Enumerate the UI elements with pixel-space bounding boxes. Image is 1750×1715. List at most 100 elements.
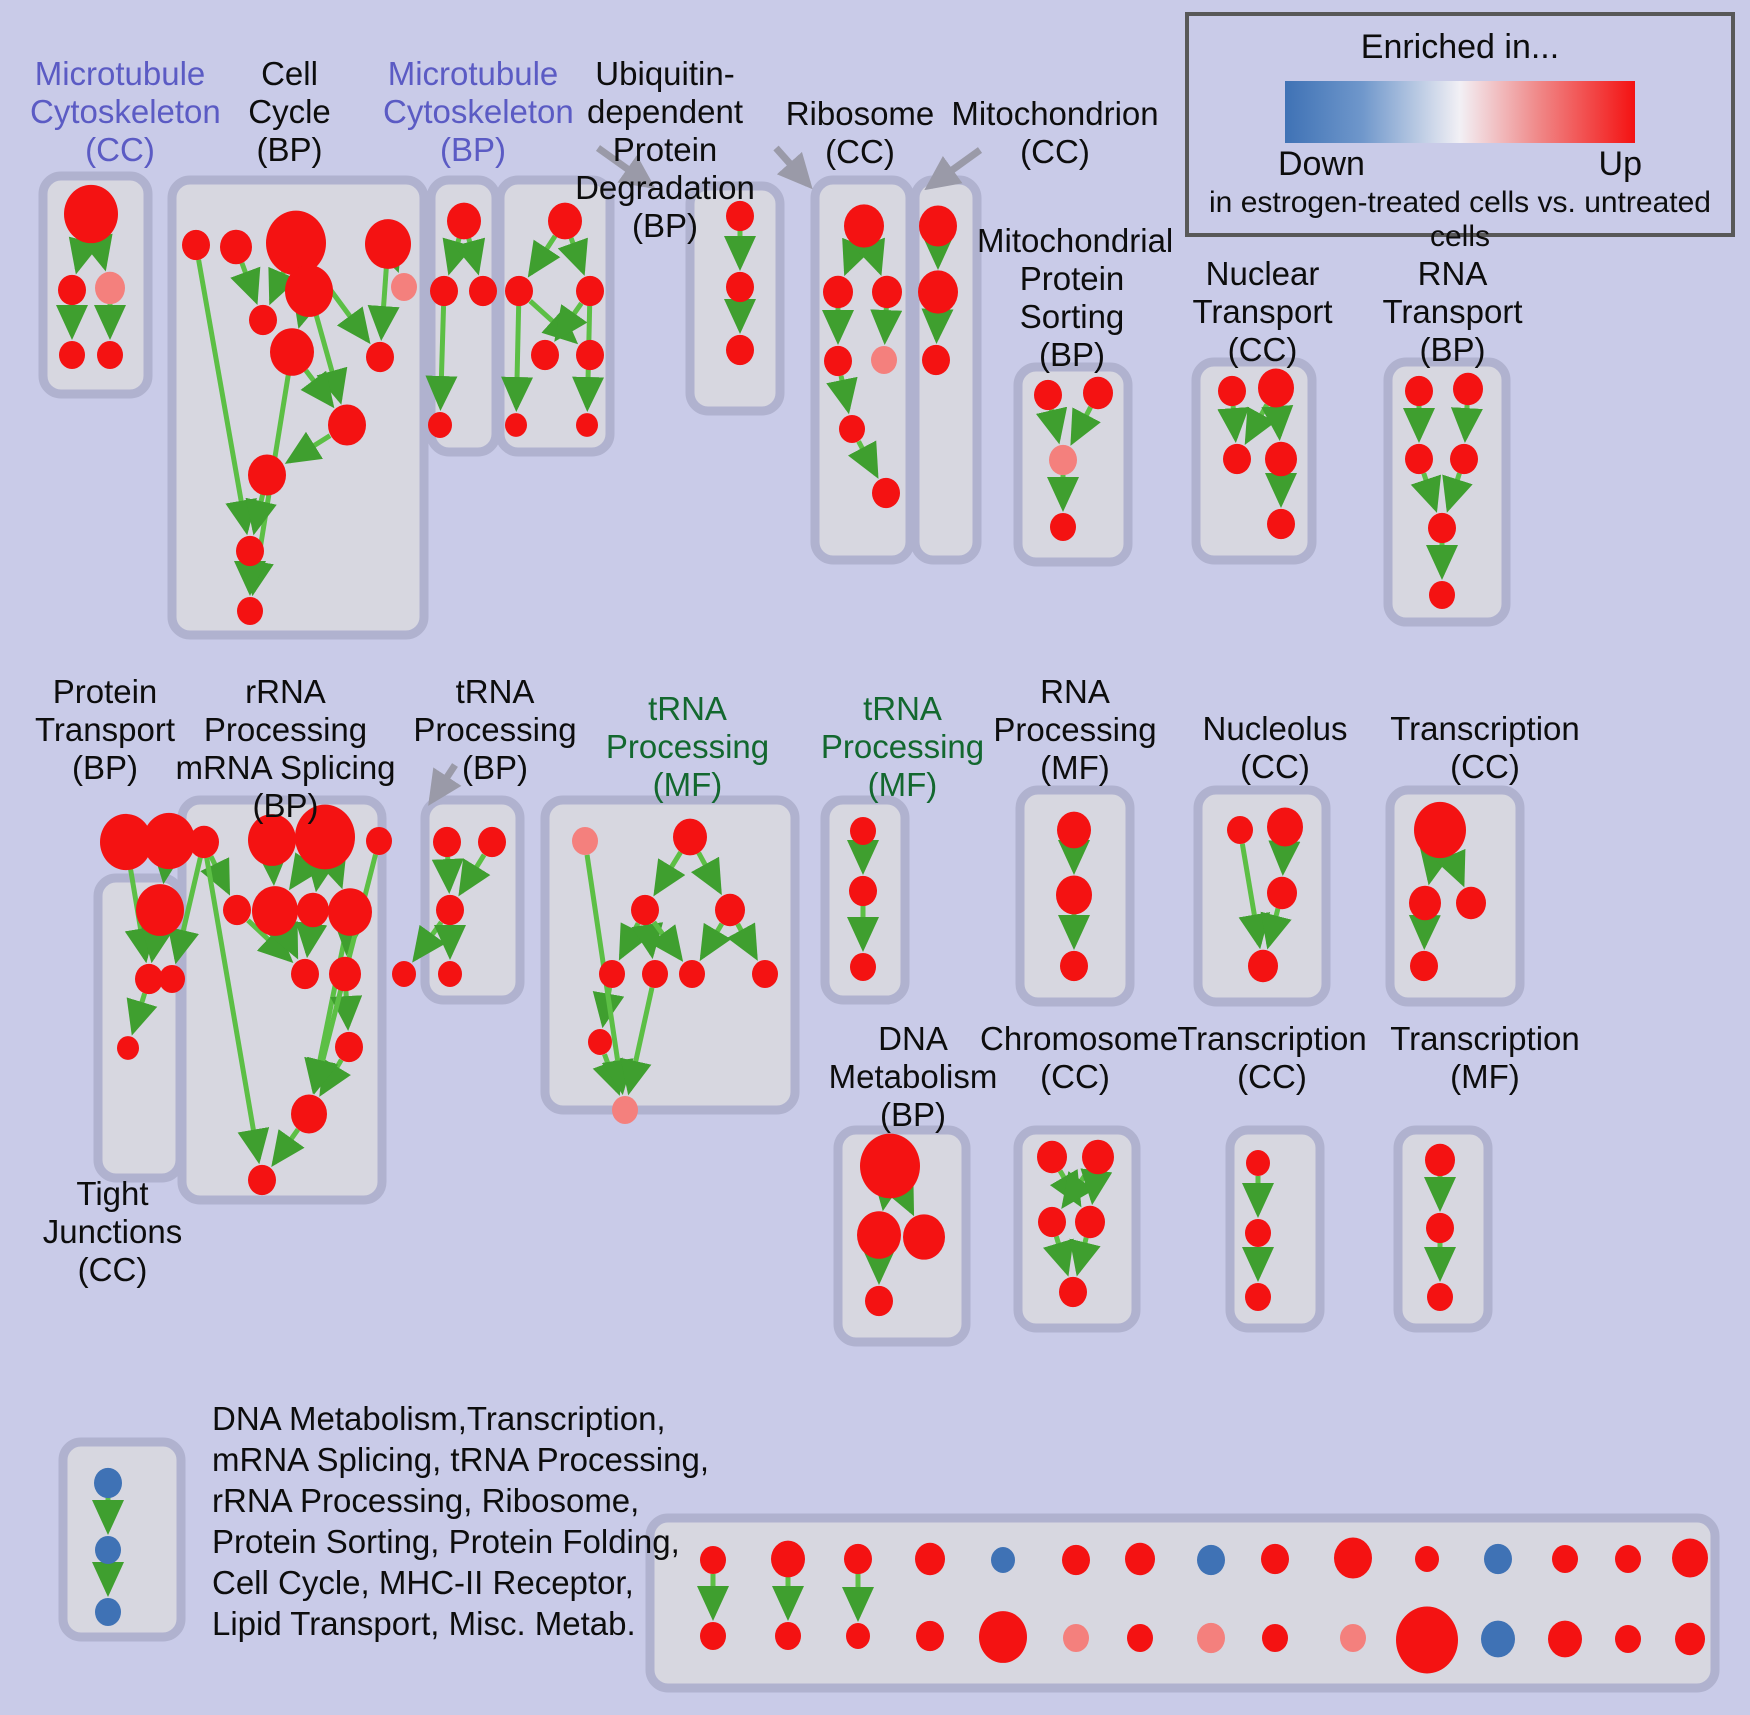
network-node[interactable] [159,964,185,994]
network-node[interactable] [599,959,625,989]
network-node[interactable] [872,477,900,509]
network-node[interactable] [1267,876,1297,910]
network-node[interactable] [478,826,506,858]
network-node[interactable] [1227,815,1253,845]
network-node[interactable] [918,270,958,314]
network-node[interactable] [1427,1282,1453,1312]
network-node[interactable] [1223,443,1251,475]
network-node[interactable] [1245,1218,1271,1248]
network-node[interactable] [223,894,251,926]
network-node[interactable] [726,271,754,303]
network-node[interactable] [95,1597,121,1627]
network-node[interactable] [715,893,745,927]
network-node[interactable] [576,413,598,437]
network-node[interactable] [1675,1622,1705,1656]
network-node[interactable] [1267,807,1303,847]
network-node[interactable] [850,952,876,982]
network-node[interactable] [771,1540,805,1578]
network-node[interactable] [576,275,604,307]
network-node[interactable] [871,345,897,375]
network-node[interactable] [220,229,252,265]
network-node[interactable] [531,339,559,371]
network-node[interactable] [100,813,152,871]
network-node[interactable] [1050,512,1076,542]
network-node[interactable] [1334,1537,1372,1579]
network-node[interactable] [392,961,416,987]
network-node[interactable] [1083,376,1113,410]
network-node[interactable] [576,339,604,371]
network-node[interactable] [916,1620,944,1652]
network-node[interactable] [182,229,210,261]
network-node[interactable] [872,275,902,309]
network-node[interactable] [1063,1623,1089,1653]
network-node[interactable] [1410,950,1438,982]
network-node[interactable] [1261,1543,1289,1575]
network-node[interactable] [97,340,123,370]
network-node[interactable] [1414,801,1466,859]
network-node[interactable] [117,1036,139,1060]
network-node[interactable] [1262,1623,1288,1653]
network-node[interactable] [775,1621,801,1651]
network-node[interactable] [1037,1140,1067,1174]
network-node[interactable] [1246,1150,1270,1176]
network-node[interactable] [248,814,296,866]
network-node[interactable] [857,1211,901,1259]
network-node[interactable] [505,275,533,307]
network-node[interactable] [58,274,86,306]
network-node[interactable] [1415,1546,1439,1572]
network-node[interactable] [469,275,497,307]
network-node[interactable] [1429,580,1455,610]
network-node[interactable] [295,804,355,870]
network-node[interactable] [1125,1542,1155,1576]
network-node[interactable] [850,816,876,846]
network-node[interactable] [1265,441,1297,477]
network-node[interactable] [428,412,452,438]
network-node[interactable] [335,1031,363,1063]
network-node[interactable] [1456,886,1486,920]
network-node[interactable] [631,894,659,926]
network-node[interactable] [1258,368,1294,408]
network-node[interactable] [1426,1212,1454,1244]
network-node[interactable] [726,200,754,232]
network-node[interactable] [846,1623,870,1649]
network-node[interactable] [979,1611,1027,1663]
network-node[interactable] [844,1543,872,1575]
network-node[interactable] [1059,1276,1087,1308]
network-node[interactable] [588,1029,612,1055]
network-node[interactable] [839,414,865,444]
network-node[interactable] [752,959,778,989]
network-node[interactable] [297,892,329,928]
network-node[interactable] [1428,512,1456,544]
network-node[interactable] [1197,1622,1225,1654]
network-node[interactable] [823,275,853,309]
network-node[interactable] [572,826,598,856]
network-node[interactable] [700,1621,726,1651]
network-node[interactable] [1245,1282,1271,1312]
network-node[interactable] [991,1547,1015,1573]
network-node[interactable] [438,961,462,987]
network-node[interactable] [1267,508,1295,540]
network-node[interactable] [1405,443,1433,475]
network-node[interactable] [1127,1623,1153,1653]
network-node[interactable] [849,875,877,907]
network-node[interactable] [285,265,333,317]
network-node[interactable] [1038,1206,1066,1238]
network-node[interactable] [329,956,361,992]
network-node[interactable] [919,205,957,247]
network-node[interactable] [436,894,464,926]
network-node[interactable] [505,413,527,437]
network-node[interactable] [1615,1544,1641,1574]
network-node[interactable] [291,1094,327,1134]
network-node[interactable] [249,304,277,336]
network-node[interactable] [236,535,264,567]
network-node[interactable] [679,959,705,989]
network-node[interactable] [430,275,458,307]
network-node[interactable] [915,1542,945,1576]
network-node[interactable] [64,184,118,244]
network-node[interactable] [548,202,582,240]
network-node[interactable] [366,341,394,373]
network-node[interactable] [94,1467,122,1499]
network-node[interactable] [135,963,163,995]
network-node[interactable] [903,1214,945,1260]
network-node[interactable] [248,1164,276,1196]
